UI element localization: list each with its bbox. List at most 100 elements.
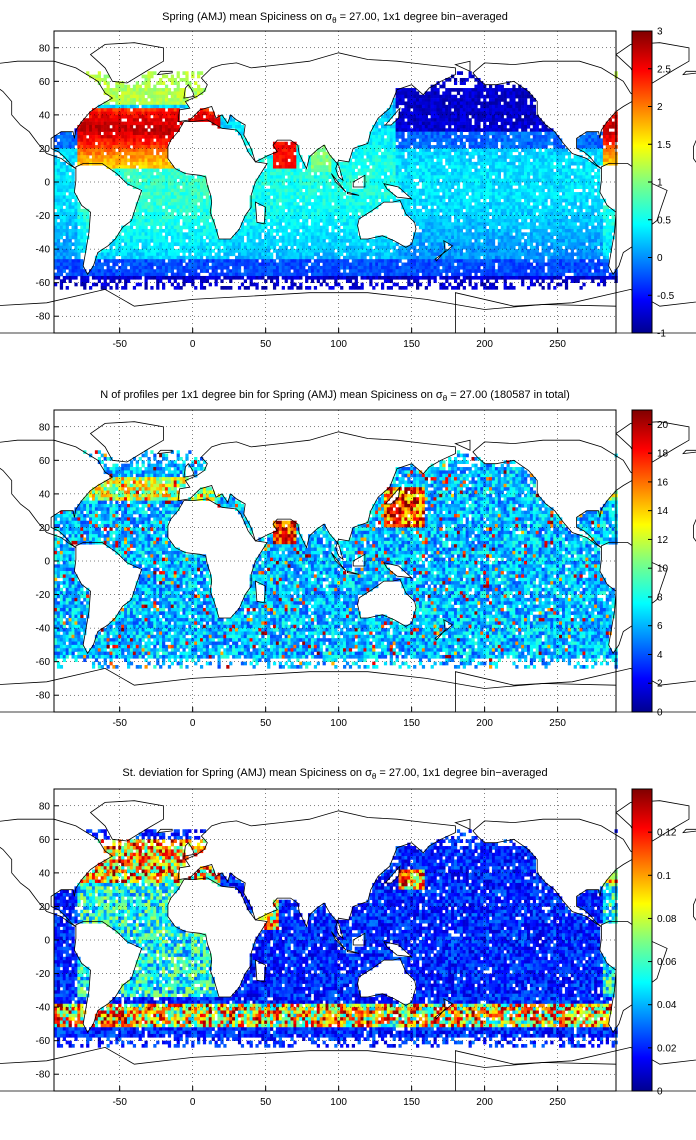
heatmap-cell [597,175,600,179]
heatmap-cell [133,135,136,139]
heatmap-cell [474,98,477,102]
heatmap-cell [489,189,492,193]
heatmap-cell [396,155,399,159]
heatmap-cell [580,138,583,142]
heatmap-cell [323,169,326,173]
heatmap-cell [419,195,422,199]
heatmap-cell [580,182,583,186]
heatmap-cell [501,159,504,163]
heatmap-cell [378,195,381,199]
heatmap-cell [492,108,495,112]
heatmap-cell [448,222,451,226]
heatmap-cell [553,205,556,209]
heatmap-cell [115,132,118,136]
heatmap-cell [463,155,466,159]
heatmap-cell [425,222,428,226]
heatmap-cell [162,159,165,163]
heatmap-cell [185,71,188,75]
heatmap-cell [57,192,60,196]
heatmap-cell [74,199,77,203]
heatmap-cell [174,98,177,102]
heatmap-cell [553,172,556,176]
heatmap-cell [156,128,159,132]
heatmap-cell [512,216,515,220]
heatmap-cell [436,91,439,95]
heatmap-cell [457,175,460,179]
heatmap-cell [407,148,410,152]
heatmap-cell [597,216,600,220]
heatmap-cell [539,189,542,193]
heatmap-cell [72,175,75,179]
heatmap-cell [136,95,139,99]
heatmap-cell [349,209,352,213]
heatmap-cell [439,169,442,173]
heatmap-cell [486,155,489,159]
heatmap-cell [165,182,168,186]
heatmap-cell [457,165,460,169]
heatmap-cell [591,222,594,226]
heatmap-cell [334,192,337,196]
heatmap-cell [136,135,139,139]
heatmap-cell [109,165,112,169]
heatmap-cell [136,222,139,226]
heatmap-cell [428,159,431,163]
heatmap-cell [212,118,215,122]
heatmap-cell [180,192,183,196]
heatmap-cell [547,195,550,199]
heatmap-cell [448,155,451,159]
heatmap-cell [107,159,110,163]
heatmap-cell [153,199,156,203]
heatmap-cell [431,115,434,119]
heatmap-cell [139,122,142,126]
heatmap-cell [469,132,472,136]
heatmap-cell [121,128,124,132]
heatmap-cell [279,226,282,230]
heatmap-cell [317,159,320,163]
heatmap-cell [451,195,454,199]
heatmap-cell [509,209,512,213]
heatmap-cell [504,189,507,193]
heatmap-cell [197,71,200,75]
heatmap-cell [293,219,296,223]
heatmap-cell [393,182,396,186]
heatmap-cell [282,216,285,220]
heatmap-cell [571,169,574,173]
heatmap-cell [416,155,419,159]
heatmap-cell [92,159,95,163]
heatmap-cell [407,142,410,146]
heatmap-cell [83,209,86,213]
heatmap-cell [559,142,562,146]
heatmap-cell [509,91,512,95]
heatmap-cell [197,185,200,189]
heatmap-cell [393,169,396,173]
heatmap-cell [542,138,545,142]
heatmap-cell [258,189,261,193]
heatmap-cell [399,162,402,166]
heatmap-cell [112,152,115,156]
heatmap-cell [533,155,536,159]
heatmap-cell [594,216,597,220]
heatmap-cell [509,189,512,193]
heatmap-cell [121,115,124,119]
heatmap-cell [559,165,562,169]
heatmap-cell [471,148,474,152]
heatmap-cell [174,115,177,119]
heatmap-cell [145,192,148,196]
heatmap-cell [550,169,553,173]
heatmap-cell [471,216,474,220]
heatmap-cell [133,105,136,109]
heatmap-cell [363,199,366,203]
heatmap-cell [74,205,77,209]
heatmap-cell [480,175,483,179]
heatmap-cell [206,108,209,112]
heatmap-cell [509,125,512,129]
heatmap-cell [165,98,168,102]
heatmap-cell [562,169,565,173]
heatmap-cell [133,216,136,220]
heatmap-cell [285,172,288,176]
heatmap-cell [536,199,539,203]
heatmap-cell [413,128,416,132]
heatmap-cell [474,192,477,196]
heatmap-cell [74,138,77,142]
heatmap-cell [419,135,422,139]
